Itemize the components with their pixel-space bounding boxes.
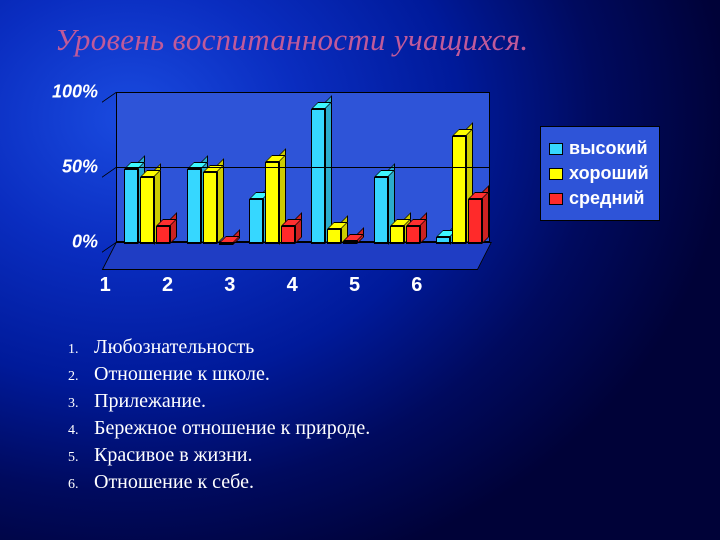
legend-label: средний xyxy=(569,188,644,209)
list-item: 4.Бережное отношение к природе. xyxy=(68,417,370,440)
bar xyxy=(203,172,217,244)
x-tick-label: 6 xyxy=(411,274,422,297)
x-tick-label: 3 xyxy=(224,274,235,297)
chart-plot: 0%50%100% xyxy=(102,92,490,288)
category-list-ol: 1.Любознательность 2.Отношение к школе. … xyxy=(68,336,370,494)
legend-swatch xyxy=(549,168,563,180)
y-tick-label: 0% xyxy=(72,232,98,253)
legend-swatch xyxy=(549,143,563,155)
bar-group xyxy=(436,94,490,244)
bar xyxy=(140,177,154,245)
legend-label: высокий xyxy=(569,138,648,159)
bar-group xyxy=(374,94,428,244)
bar xyxy=(311,109,325,244)
list-text: Красивое в жизни. xyxy=(94,444,253,467)
chart-legend: высокий хороший средний xyxy=(540,126,660,221)
list-item: 2.Отношение к школе. xyxy=(68,363,370,386)
bar xyxy=(265,162,279,245)
list-text: Любознательность xyxy=(94,336,254,359)
bar xyxy=(124,169,138,244)
legend-swatch xyxy=(549,193,563,205)
legend-item: высокий xyxy=(549,138,649,159)
page-title: Уровень воспитанности учащихся. xyxy=(55,22,528,58)
list-item: 6.Отношение к себе. xyxy=(68,471,370,494)
list-num: 3. xyxy=(68,396,94,412)
bar xyxy=(187,169,201,244)
legend-item: средний xyxy=(549,188,649,209)
list-item: 3.Прилежание. xyxy=(68,390,370,413)
x-tick-label: 2 xyxy=(162,274,173,297)
y-tick-label: 100% xyxy=(52,82,98,103)
bar xyxy=(249,199,263,244)
list-item: 1.Любознательность xyxy=(68,336,370,359)
list-item: 5.Красивое в жизни. xyxy=(68,444,370,467)
chart: 0%50%100% 1 2 3 4 5 6 высокий хороший средний xyxy=(60,92,660,327)
bar-group xyxy=(124,94,178,244)
list-text: Бережное отношение к природе. xyxy=(94,417,370,440)
list-num: 2. xyxy=(68,369,94,385)
x-tick-label: 1 xyxy=(100,274,111,297)
bar-group xyxy=(249,94,303,244)
list-num: 5. xyxy=(68,450,94,466)
list-num: 6. xyxy=(68,477,94,493)
list-num: 1. xyxy=(68,342,94,358)
bar xyxy=(468,199,482,244)
list-text: Прилежание. xyxy=(94,390,206,413)
list-num: 4. xyxy=(68,423,94,439)
bar-group xyxy=(311,94,365,244)
list-text: Отношение к себе. xyxy=(94,471,254,494)
legend-item: хороший xyxy=(549,163,649,184)
bar xyxy=(452,136,466,244)
chart-floor xyxy=(102,242,490,270)
y-tick-label: 50% xyxy=(62,157,98,178)
legend-label: хороший xyxy=(569,163,649,184)
category-list: 1.Любознательность 2.Отношение к школе. … xyxy=(68,336,370,498)
x-tick-label: 5 xyxy=(349,274,360,297)
list-text: Отношение к школе. xyxy=(94,363,270,386)
x-tick-label: 4 xyxy=(287,274,298,297)
bar xyxy=(374,177,388,245)
bar-group xyxy=(187,94,241,244)
